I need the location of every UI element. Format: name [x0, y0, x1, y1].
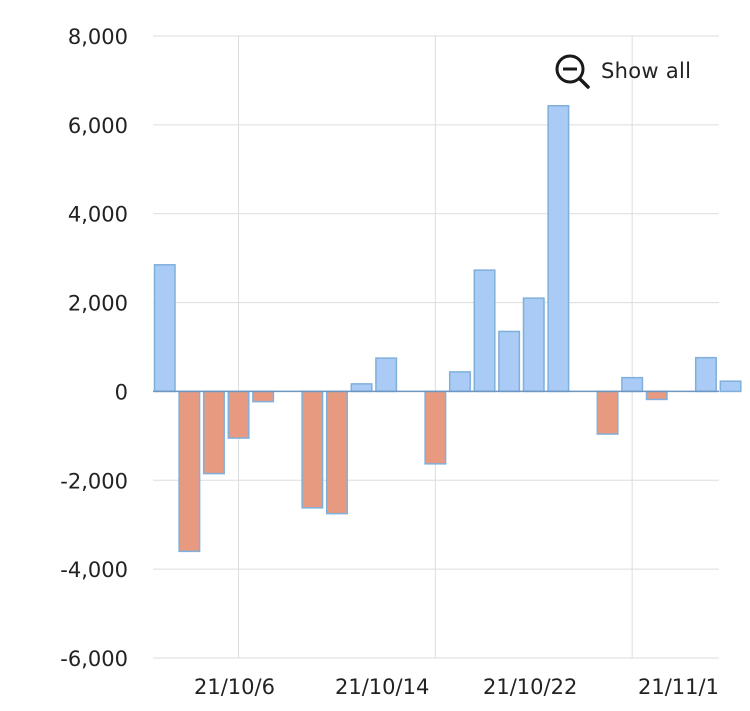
bar-negative[interactable]	[596, 390, 619, 435]
x-tick-label: 21/10/14	[335, 675, 429, 699]
show-all-label: Show all	[601, 59, 692, 83]
show-all-button[interactable]: Show all	[553, 52, 691, 90]
bar-positive[interactable]	[473, 269, 496, 393]
bar-positive[interactable]	[547, 105, 570, 393]
y-tick-label: 8,000	[68, 25, 128, 49]
bar-positive[interactable]	[448, 371, 471, 393]
bar-positive[interactable]	[719, 380, 742, 393]
bar-negative[interactable]	[424, 390, 447, 465]
bar-positive[interactable]	[153, 264, 176, 393]
bar-negative[interactable]	[202, 390, 225, 475]
bar-positive[interactable]	[522, 297, 545, 393]
x-tick-label: 21/10/6	[194, 675, 275, 699]
bar-negative[interactable]	[645, 390, 668, 401]
x-axis-ticks: 21/10/6 21/10/14 21/10/22 21/11/1	[194, 675, 719, 699]
y-tick-label: -2,000	[60, 469, 128, 493]
x-tick-label: 21/10/22	[483, 675, 577, 699]
x-tick-label: 21/11/1	[638, 675, 719, 699]
bar-positive[interactable]	[375, 357, 398, 393]
bar-negative[interactable]	[178, 390, 201, 553]
bar-positive[interactable]	[498, 330, 521, 393]
bar-negative[interactable]	[301, 390, 324, 509]
zoom-out-icon	[555, 54, 590, 89]
y-tick-label: 4,000	[68, 203, 128, 227]
bar-negative[interactable]	[227, 390, 250, 439]
y-tick-label: 0	[115, 380, 128, 404]
y-tick-label: -6,000	[60, 647, 128, 671]
bar-positive[interactable]	[694, 356, 717, 393]
bar-positive[interactable]	[621, 376, 644, 393]
grid-lines	[153, 35, 719, 659]
bar-negative[interactable]	[325, 390, 348, 515]
bar-negative[interactable]	[252, 390, 275, 403]
bars	[153, 105, 742, 553]
bar-positive[interactable]	[350, 383, 373, 393]
y-tick-label: 2,000	[68, 292, 128, 316]
y-tick-label: -4,000	[60, 558, 128, 582]
y-axis-ticks: 8,000 6,000 4,000 2,000 0 -2,000 -4,000 -6,000	[60, 25, 128, 671]
y-tick-label: 6,000	[68, 114, 128, 138]
